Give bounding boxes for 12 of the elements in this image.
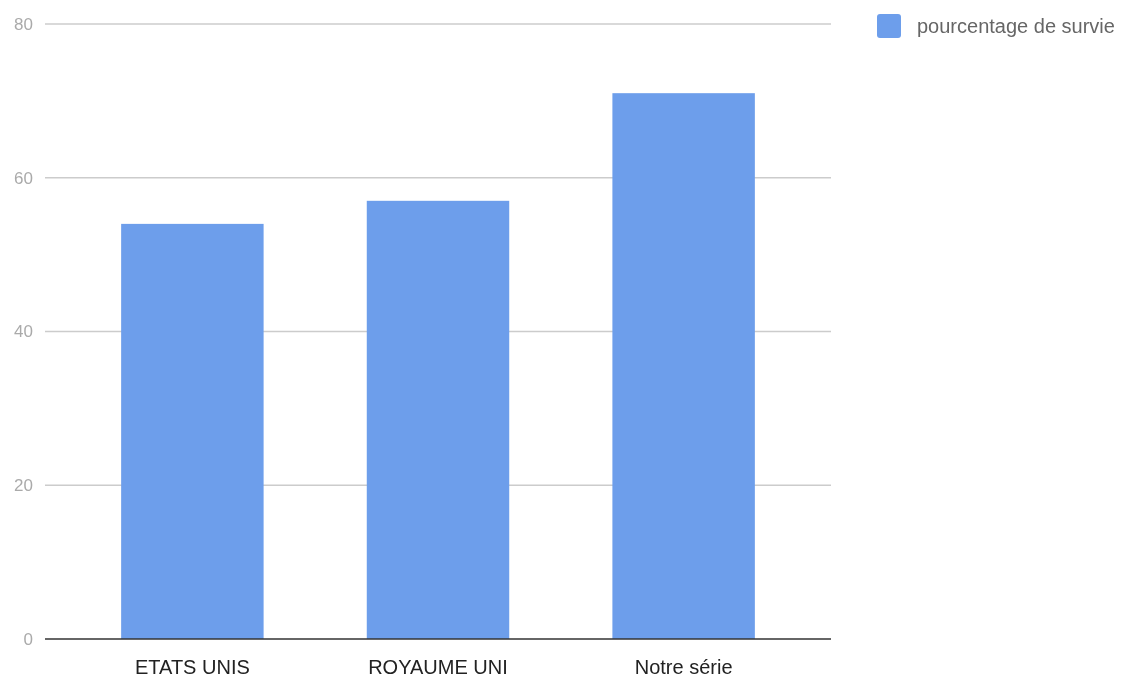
x-tick-label: ROYAUME UNI <box>368 656 508 678</box>
bar <box>121 223 264 639</box>
y-tick-label: 60 <box>14 168 33 188</box>
x-tick-label: ETATS UNIS <box>134 656 250 678</box>
bar <box>366 200 510 639</box>
y-tick-label: 80 <box>14 14 33 34</box>
bar <box>612 93 755 639</box>
x-tick-label: Notre série <box>634 656 733 678</box>
y-tick-label: 40 <box>14 322 33 342</box>
y-tick-label: 0 <box>23 629 33 649</box>
legend-label: pourcentage de survie <box>917 15 1115 37</box>
y-tick-label: 20 <box>14 476 33 496</box>
